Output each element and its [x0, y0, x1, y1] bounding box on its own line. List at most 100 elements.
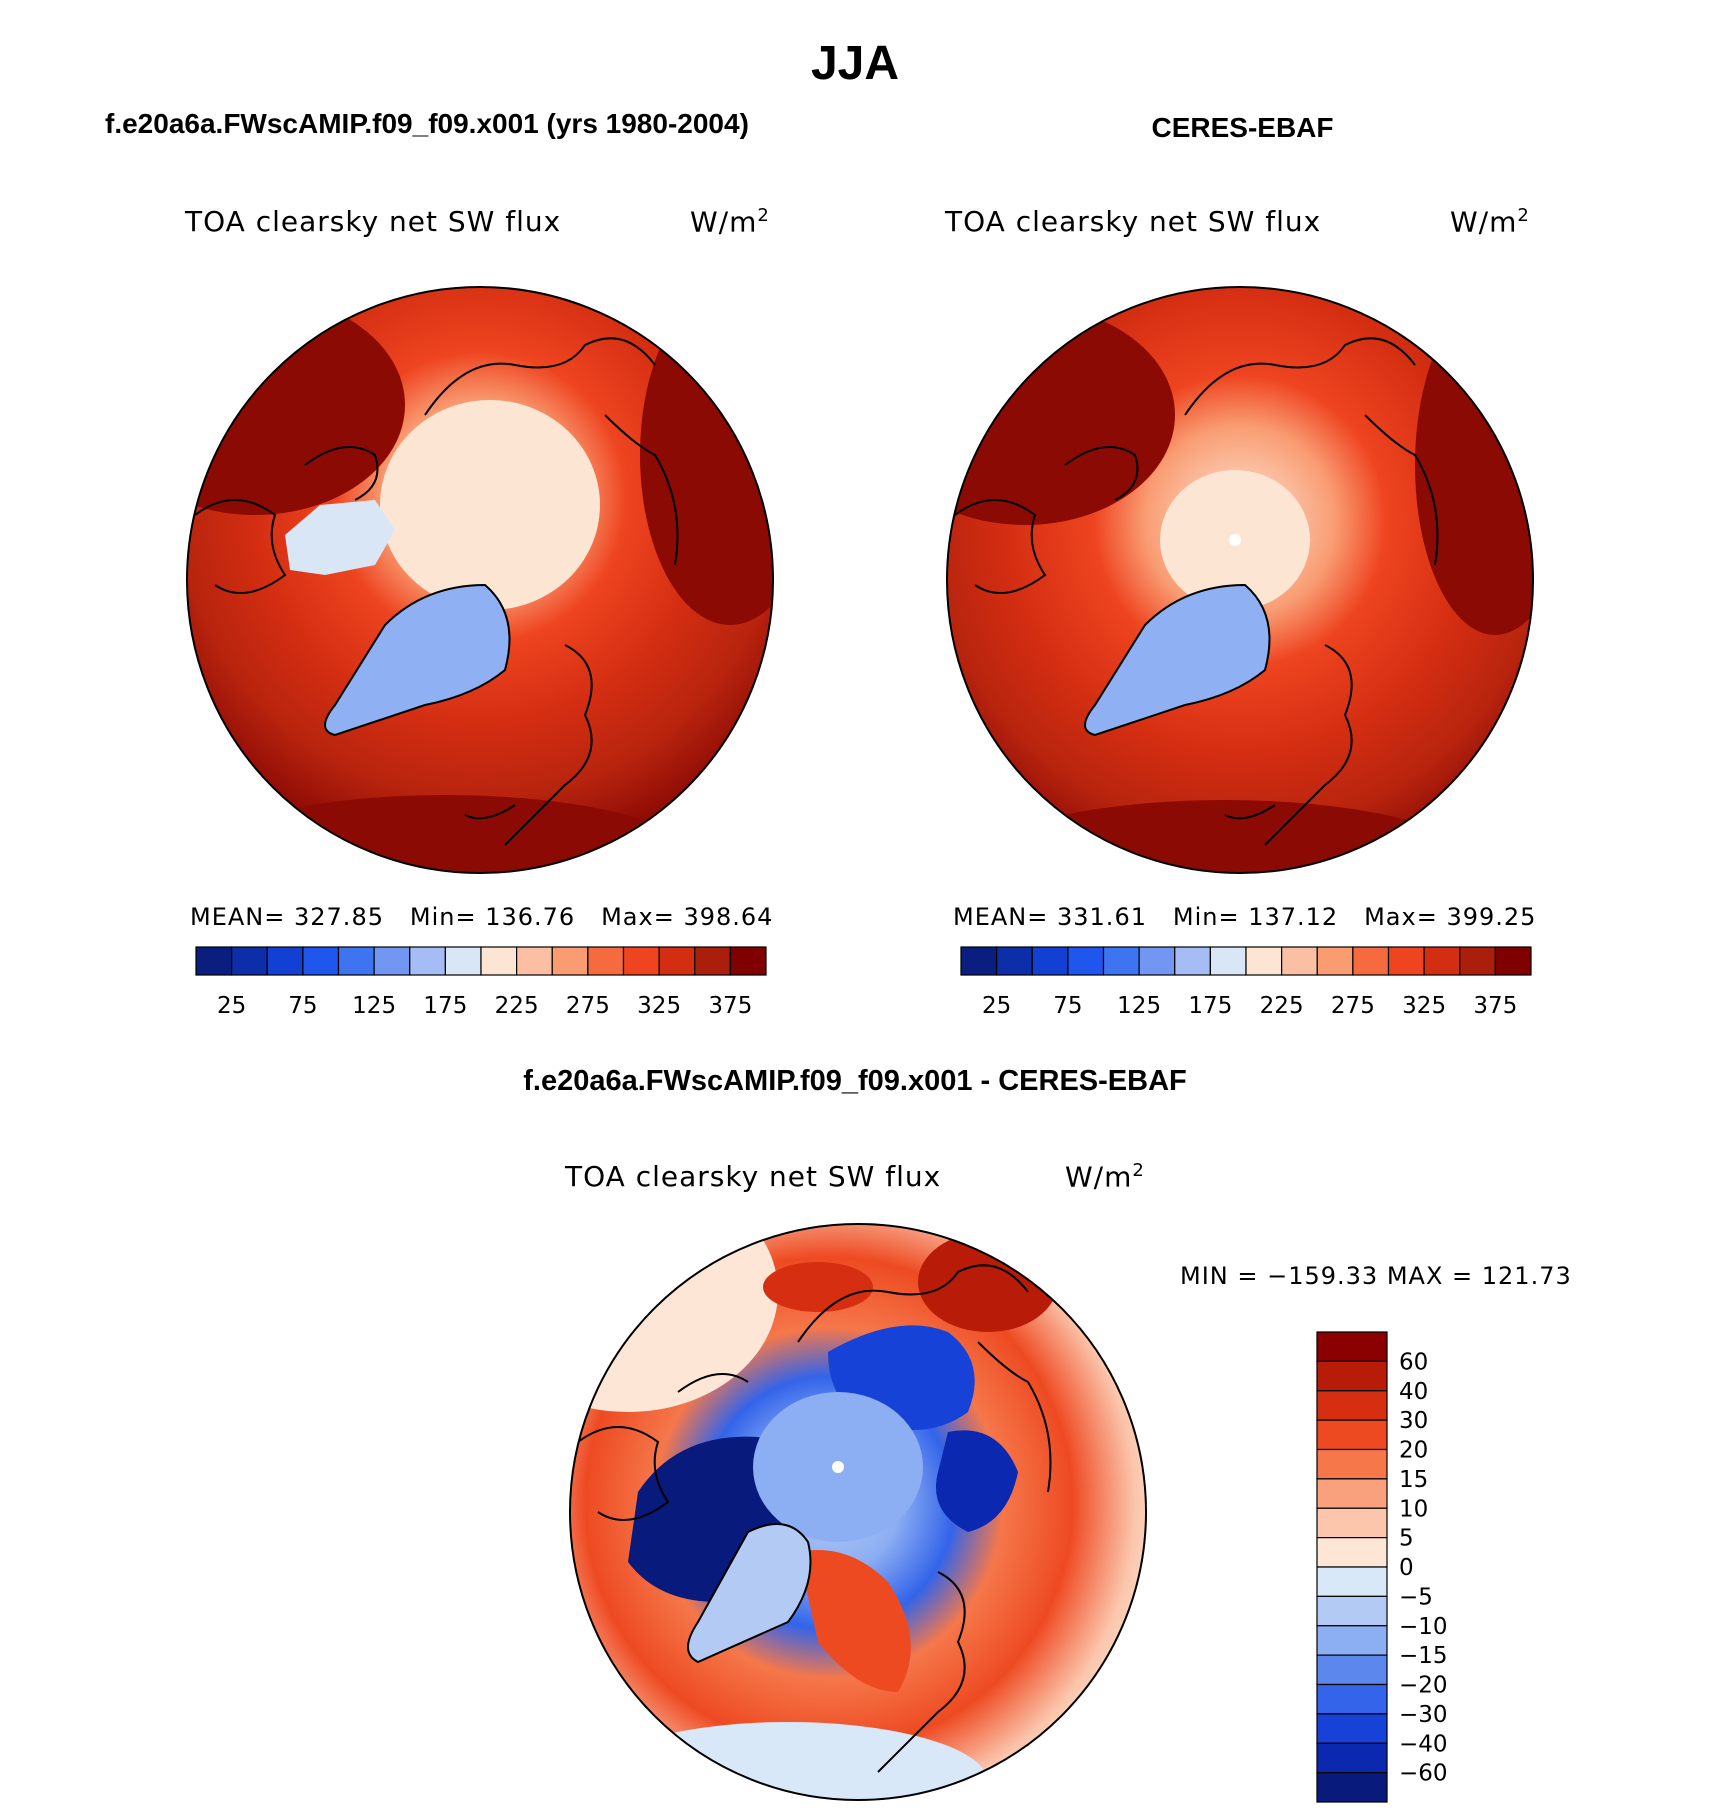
- colorbar-swatch: [658, 946, 696, 976]
- units-base: W/m: [690, 205, 758, 239]
- colorbar-tick-label: 20: [1399, 1438, 1428, 1464]
- colorbar-swatch: [1423, 946, 1461, 976]
- colorbar-swatch: [1316, 946, 1354, 976]
- units-base: W/m: [1065, 1160, 1133, 1194]
- colorbar-swatch: [1316, 1625, 1388, 1656]
- colorbar-tick-label: 225: [495, 993, 539, 1019]
- colorbar-swatch: [444, 946, 482, 976]
- coastline-north-america: [577, 1373, 749, 1521]
- panel2-stats: MEAN= 331.61 Min= 137.12 Max= 399.25: [953, 903, 1536, 931]
- positive-region-europe: [798, 1550, 911, 1692]
- colorbar-swatch: [1494, 946, 1532, 976]
- colorbar-swatch: [1316, 1772, 1388, 1803]
- colorbar-tick-label: −60: [1399, 1761, 1448, 1787]
- colorbar-tick-label: −10: [1399, 1614, 1448, 1640]
- max-value: 398.64: [683, 903, 774, 931]
- figure-title: JJA: [810, 37, 900, 90]
- colorbar-tick-label: 375: [1473, 993, 1517, 1019]
- colorbar-tick-label: 125: [352, 993, 396, 1019]
- panel1-units: W/m2: [690, 205, 770, 238]
- colorbar-tick-label: 40: [1399, 1379, 1428, 1405]
- map-panel1: [186, 286, 774, 874]
- diff-units: W/m2: [1065, 1160, 1145, 1193]
- max-value: 399.25: [1446, 903, 1537, 931]
- colorbar-swatch: [1281, 946, 1318, 976]
- colorbar-swatch: [1316, 1390, 1388, 1421]
- colorbar-tick-label: −40: [1399, 1731, 1448, 1757]
- greenland-coast: [1084, 583, 1271, 737]
- colorbar-tick-label: 325: [637, 993, 681, 1019]
- colorbar-swatch: [1316, 1713, 1388, 1744]
- central-arctic: [380, 400, 600, 610]
- units-exponent: 2: [1132, 1160, 1145, 1181]
- colorbar-tick-label: −30: [1399, 1702, 1448, 1728]
- pole-marker: [832, 1461, 844, 1473]
- panel2-units: W/m2: [1450, 205, 1530, 238]
- diff-case-title: f.e20a6a.FWscAMIP.f09_f09.x001 - CERES-E…: [523, 1065, 1187, 1097]
- colorbar-swatch: [996, 946, 1033, 976]
- colorbar-tick-label: 125: [1117, 993, 1161, 1019]
- colorbar-swatch: [729, 946, 767, 976]
- colorbar-swatch: [516, 946, 553, 976]
- colorbar-swatch: [551, 946, 589, 976]
- colorbar-panel2: 25 75 125 175 225 275 325 375: [960, 946, 1532, 1019]
- greenland-coast: [687, 1523, 812, 1664]
- colorbar-tick-label: 375: [708, 993, 752, 1019]
- units-exponent: 2: [757, 205, 770, 226]
- min-label: Min=: [409, 903, 477, 931]
- max-label: Max=: [601, 903, 675, 931]
- colorbar-tick-label: −20: [1399, 1673, 1448, 1699]
- colorbar-swatch: [1316, 1566, 1388, 1597]
- coastline-eurasia: [424, 337, 679, 846]
- colorbar-tick-label: 225: [1260, 993, 1304, 1019]
- colorbar-tick-label: 60: [1399, 1349, 1428, 1375]
- colorbar-tick-label: −5: [1399, 1584, 1433, 1610]
- colorbar-tick-label: 15: [1399, 1467, 1428, 1493]
- colorbar-swatch: [1316, 1537, 1388, 1568]
- colorbar-swatch: [195, 946, 233, 976]
- units-base: W/m: [1450, 205, 1518, 239]
- coastline-north-america: [194, 446, 379, 594]
- colorbar-swatch: [622, 946, 660, 976]
- colorbar-tick-label: 5: [1399, 1526, 1414, 1552]
- colorbar-swatch: [1316, 1331, 1388, 1362]
- colorbar-tick-label: 75: [1053, 993, 1082, 1019]
- panel1-field-label: TOA clearsky net SW flux: [185, 205, 562, 238]
- positive-region-n: [763, 1262, 873, 1312]
- colorbar-swatch: [1174, 946, 1211, 976]
- colorbar-swatch: [409, 946, 446, 976]
- panel1-case-title: f.e20a6a.FWscAMIP.f09_f09.x001 (yrs 1980…: [105, 108, 749, 139]
- units-exponent: 2: [1517, 205, 1530, 226]
- colorbar-diff: 60 40 30 20 15 10 5 0 −5 −10 −15 −20 −30 −40 −60: [1316, 1331, 1448, 1803]
- colorbar-swatch: [480, 946, 518, 976]
- greenland-coast: [324, 583, 511, 737]
- mean-label: MEAN=: [190, 903, 286, 931]
- colorbar-swatch: [1102, 946, 1140, 976]
- colorbar-swatch: [1316, 1419, 1388, 1451]
- min-label: Min=: [1172, 903, 1240, 931]
- colorbar-tick-label: 275: [1331, 993, 1375, 1019]
- max-label: Max=: [1364, 903, 1438, 931]
- colorbar-tick-label: 325: [1402, 993, 1446, 1019]
- colorbar-swatch: [694, 946, 731, 976]
- colorbar-tick-label: 175: [1188, 993, 1232, 1019]
- colorbar-swatch: [1316, 1742, 1388, 1774]
- coastline-eurasia: [1184, 337, 1439, 846]
- colorbar-swatch: [302, 946, 340, 976]
- colorbar-swatch: [373, 946, 411, 976]
- colorbar-panel1: 25 75 125 175 225 275 325 375: [195, 946, 767, 1019]
- colorbar-tick-label: 10: [1399, 1496, 1428, 1522]
- colorbar-tick-label: 275: [566, 993, 610, 1019]
- panel2-field-label: TOA clearsky net SW flux: [945, 205, 1322, 238]
- map-panel2: [946, 286, 1534, 874]
- diff-minmax: MIN = −159.33 MAX = 121.73: [1180, 1262, 1572, 1290]
- colorbar-swatch: [1316, 1683, 1388, 1715]
- colorbar-swatch: [1031, 946, 1069, 976]
- colorbar-swatch: [1459, 946, 1496, 976]
- colorbar-tick-label: 75: [288, 993, 317, 1019]
- colorbar-swatch: [1316, 1448, 1388, 1480]
- panel1-stats: MEAN= 327.85 Min= 136.76 Max= 398.64: [190, 903, 773, 931]
- colorbar-swatch: [1352, 946, 1390, 976]
- colorbar-swatch: [1316, 1595, 1388, 1627]
- min-value: 137.12: [1248, 903, 1339, 931]
